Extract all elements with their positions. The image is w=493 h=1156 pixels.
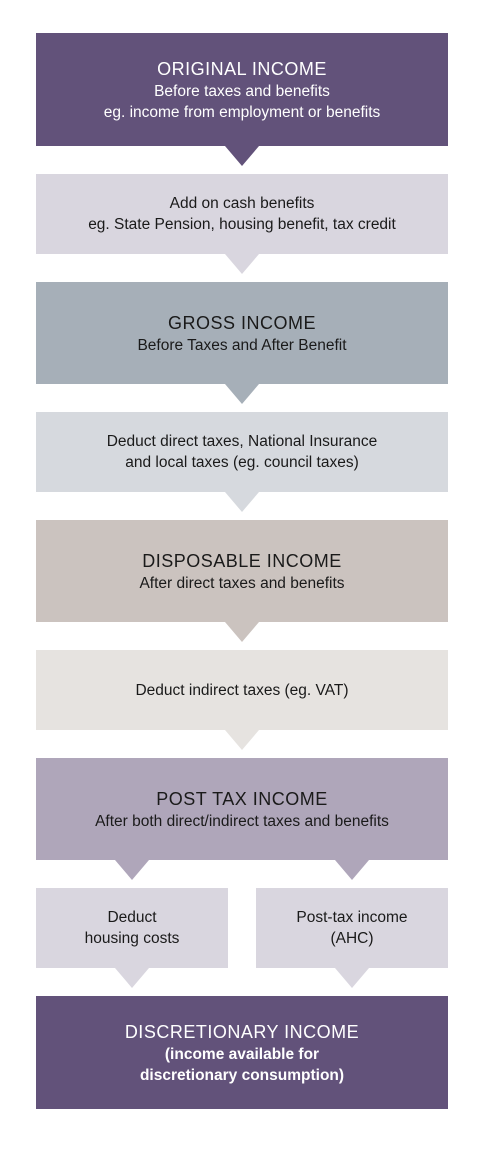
discretionary-income-box: DISCRETIONARY INCOME (income available f… [36,996,448,1109]
gross-income-line1: Before Taxes and After Benefit [137,336,347,354]
add-benefits-box: Add on cash benefits eg. State Pension, … [36,174,448,254]
discretionary-income-title: DISCRETIONARY INCOME [124,1021,360,1042]
arrow-deduct-direct [225,492,259,512]
deduct-direct-line2: and local taxes (eg. council taxes) [125,454,359,471]
add-benefits-line2: eg. State Pension, housing benefit, tax … [88,216,396,233]
arrow-disposable [225,622,259,642]
original-income-line1: Before taxes and benefits [154,82,330,100]
post-tax-ahc-box: Post-tax income (AHC) [256,888,448,968]
deduct-housing-box: Deduct housing costs [36,888,228,968]
arrow-deduct-housing [115,968,149,988]
discretionary-income-line1: (income available for [164,1045,320,1063]
original-income-title: ORIGINAL INCOME [157,58,327,79]
arrow-deduct-indirect [225,730,259,750]
deduct-housing-line1: Deduct [107,909,157,926]
disposable-income-box: DISPOSABLE INCOME After direct taxes and… [36,520,448,622]
gross-income-title: GROSS INCOME [167,312,316,333]
post-tax-ahc-line1: Post-tax income [296,909,408,926]
arrow-add-benefits [225,254,259,274]
deduct-housing-line2: housing costs [84,930,180,947]
arrow-gross [225,384,259,404]
original-income-box: ORIGINAL INCOME Before taxes and benefit… [36,33,448,146]
post-tax-income-title: POST TAX INCOME [156,788,328,809]
deduct-indirect-line1: Deduct indirect taxes (eg. VAT) [135,681,349,699]
post-tax-income-box: POST TAX INCOME After both direct/indire… [36,758,448,860]
arrow-post-tax-right [335,860,369,880]
arrow-post-tax-left [115,860,149,880]
post-tax-ahc-line2: (AHC) [330,930,374,947]
deduct-indirect-box: Deduct indirect taxes (eg. VAT) [36,650,448,730]
original-income-line2: eg. income from employment or benefits [103,103,381,121]
arrow-post-tax-ahc [335,968,369,988]
add-benefits-line1: Add on cash benefits [169,195,315,212]
gross-income-box: GROSS INCOME Before Taxes and After Bene… [36,282,448,384]
deduct-direct-line1: Deduct direct taxes, National Insurance [106,433,378,450]
disposable-income-title: DISPOSABLE INCOME [142,550,342,571]
deduct-direct-box: Deduct direct taxes, National Insurance … [36,412,448,492]
arrow-original [225,146,259,166]
disposable-income-line1: After direct taxes and benefits [139,574,345,592]
post-tax-income-line1: After both direct/indirect taxes and ben… [95,812,389,830]
discretionary-income-line2: discretionary consumption) [139,1066,345,1084]
